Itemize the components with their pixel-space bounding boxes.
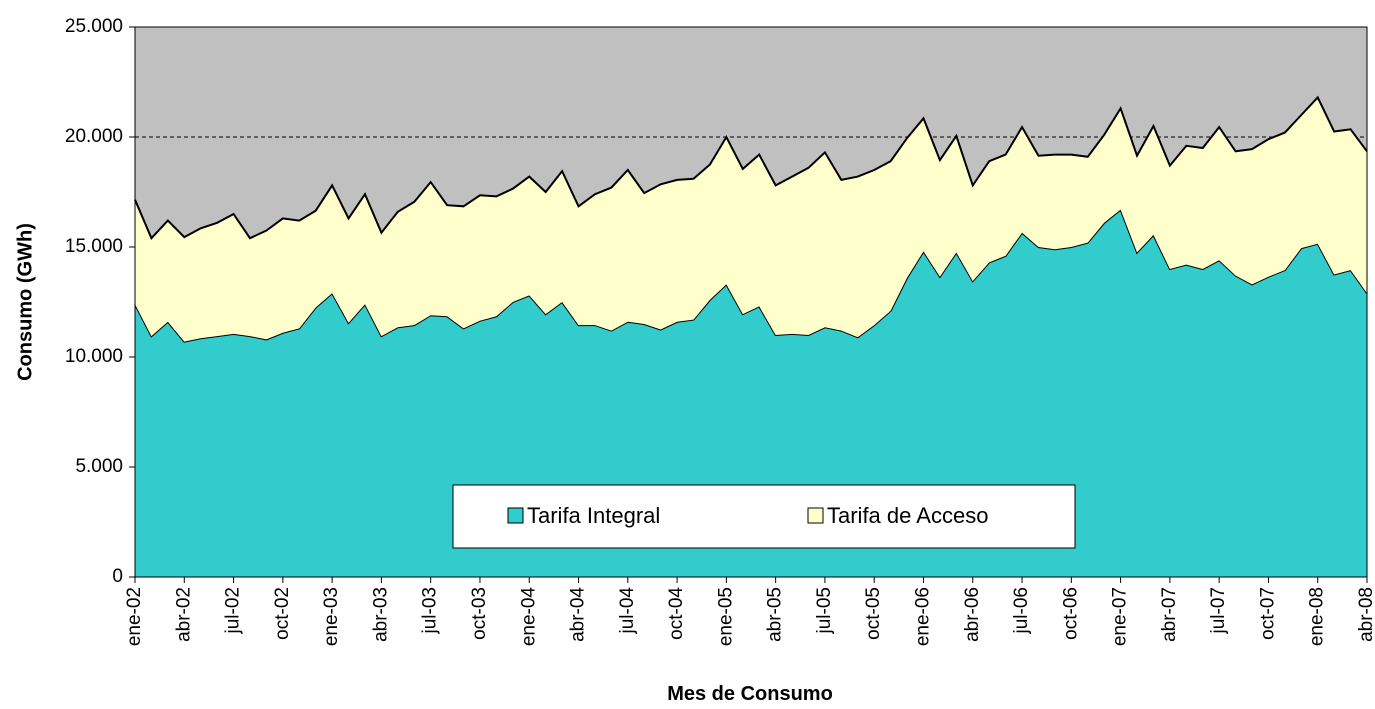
x-tick-label: ene-04 [518, 587, 539, 647]
legend-swatch [507, 507, 524, 524]
x-tick-label: jul-02 [223, 587, 244, 634]
legend-label: Tarifa Integral [527, 503, 660, 528]
x-tick-label: jul-06 [1011, 587, 1032, 634]
x-tick-label: jul-04 [617, 587, 638, 635]
x-tick-label: oct-04 [666, 587, 687, 640]
y-axis-title: Consumo (GWh) [14, 223, 36, 381]
y-tick-label: 0 [112, 566, 123, 587]
x-tick-label: ene-05 [715, 587, 736, 646]
x-tick-label: oct-05 [863, 587, 884, 640]
x-tick-label: abr-06 [962, 587, 983, 642]
x-tick-label: oct-07 [1257, 587, 1278, 640]
legend-swatch [807, 507, 824, 524]
x-axis-title: Mes de Consumo [667, 683, 833, 705]
y-tick-label: 10.000 [65, 346, 123, 367]
x-tick-label: ene-08 [1307, 587, 1328, 646]
y-tick-label: 25.000 [65, 16, 123, 37]
x-tick-label: abr-03 [370, 587, 391, 642]
y-tick-label: 5.000 [75, 456, 123, 477]
x-tick-label: oct-06 [1060, 587, 1081, 640]
x-tick-label: ene-02 [124, 587, 145, 646]
x-tick-label: ene-03 [321, 587, 342, 646]
x-tick-label: ene-07 [1110, 587, 1131, 646]
x-tick-label: jul-07 [1208, 587, 1229, 634]
x-tick-label: jul-03 [420, 587, 441, 634]
plot-border [134, 26, 1368, 578]
x-tick-label: oct-03 [469, 587, 490, 640]
x-tick-label: abr-07 [1159, 587, 1180, 642]
x-tick-label: abr-04 [568, 587, 589, 642]
y-tick-label: 15.000 [65, 236, 123, 257]
legend-box [452, 484, 1076, 549]
x-tick-label: abr-08 [1356, 587, 1375, 642]
x-tick-label: abr-02 [173, 587, 194, 642]
area [135, 97, 1367, 342]
x-tick-label: jul-05 [814, 587, 835, 634]
x-tick-label: ene-06 [912, 587, 933, 646]
legend-label: Tarifa de Acceso [827, 503, 988, 528]
y-tick-label: 20.000 [65, 126, 123, 147]
x-tick-label: abr-05 [765, 587, 786, 642]
x-tick-label: oct-02 [272, 587, 293, 640]
area-edge [134, 95, 1368, 241]
